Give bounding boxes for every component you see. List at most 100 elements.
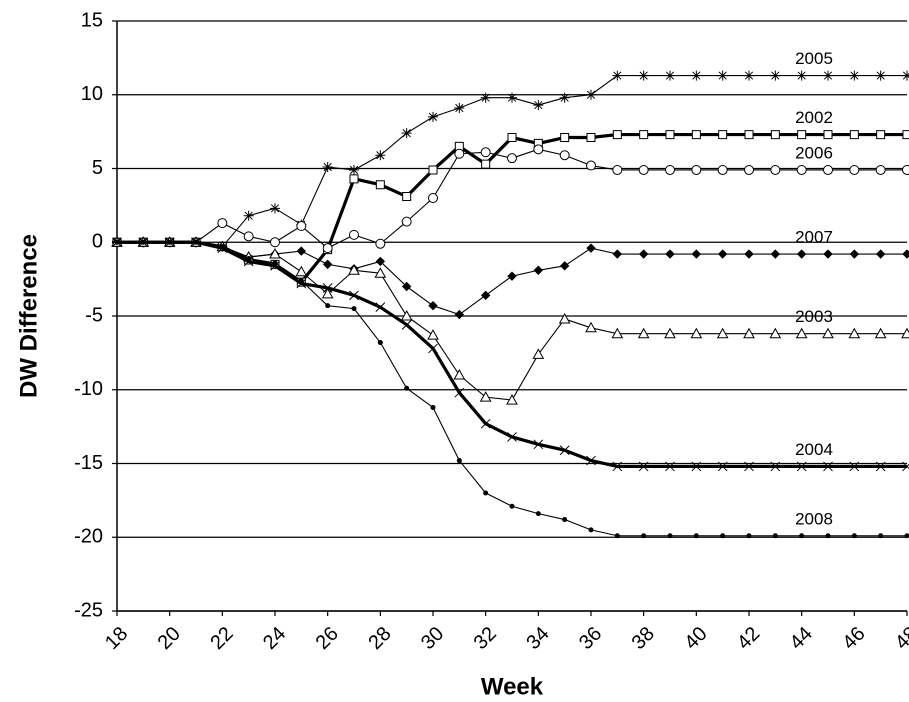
data-point	[795, 327, 808, 339]
data-point	[296, 278, 307, 289]
data-point	[717, 461, 728, 472]
data-point	[717, 249, 728, 259]
data-point	[823, 130, 833, 140]
data-point	[348, 264, 360, 275]
x-tick-label: 40	[680, 623, 711, 654]
data-point	[480, 147, 491, 158]
data-point	[612, 70, 623, 81]
x-tick-label: 18	[101, 623, 132, 654]
data-point	[558, 312, 571, 324]
data-point	[743, 164, 755, 175]
data-point	[427, 329, 439, 340]
y-tick-label: 0	[92, 231, 103, 253]
series-label: 2002	[795, 108, 833, 127]
y-tick-label: 10	[81, 83, 103, 105]
data-point	[825, 533, 831, 539]
data-point	[638, 164, 649, 175]
data-point	[401, 319, 412, 330]
data-point	[691, 249, 702, 259]
data-point	[612, 164, 623, 175]
data-point	[769, 327, 782, 339]
y-tick-label: 5	[92, 157, 103, 179]
data-point	[322, 243, 333, 254]
data-point	[875, 70, 886, 81]
data-point	[535, 511, 541, 517]
data-point	[586, 133, 596, 143]
data-point	[480, 418, 491, 429]
data-point	[665, 70, 675, 81]
y-tick-label: -15	[74, 452, 103, 474]
data-point	[796, 70, 807, 81]
series-label: 2004	[795, 440, 833, 459]
data-point	[427, 193, 439, 203]
data-point	[744, 249, 754, 259]
data-point	[375, 238, 386, 249]
data-point	[717, 164, 728, 175]
data-point	[559, 445, 570, 456]
data-point	[743, 327, 755, 339]
data-point	[454, 103, 465, 114]
data-point	[823, 249, 833, 259]
data-point	[533, 144, 544, 155]
data-point	[718, 130, 728, 140]
data-point	[849, 130, 859, 140]
x-tick-label: 22	[206, 623, 237, 654]
data-point	[559, 261, 570, 271]
data-point	[533, 439, 544, 450]
data-point	[638, 461, 649, 472]
data-point	[454, 309, 465, 320]
series-line	[117, 241, 907, 401]
data-point	[454, 148, 465, 159]
data-point	[506, 394, 518, 405]
data-point	[454, 387, 465, 398]
data-point	[849, 164, 860, 175]
data-point	[430, 404, 436, 410]
data-point	[691, 164, 702, 175]
data-point	[402, 192, 412, 202]
data-point	[849, 249, 860, 259]
data-point	[454, 141, 464, 151]
data-point	[796, 164, 807, 175]
series-label: 2003	[795, 307, 833, 326]
data-point	[533, 100, 544, 111]
data-point	[349, 164, 359, 175]
data-point	[691, 70, 702, 81]
data-point	[770, 130, 780, 140]
data-point	[217, 218, 228, 229]
x-tick-label: 44	[786, 623, 817, 654]
data-point	[456, 458, 462, 464]
data-point	[219, 244, 225, 250]
x-tick-label: 36	[575, 623, 606, 654]
x-tick-label: 48	[891, 623, 909, 654]
data-point	[848, 327, 861, 339]
data-point	[428, 300, 438, 311]
data-point	[744, 130, 754, 140]
data-point	[270, 203, 280, 214]
data-point	[322, 259, 333, 270]
data-point	[878, 533, 884, 539]
data-point	[348, 229, 360, 240]
x-tick-label: 32	[470, 623, 501, 654]
data-point	[586, 455, 596, 466]
data-point	[167, 239, 173, 245]
data-point	[612, 130, 622, 140]
data-point	[349, 290, 359, 301]
x-tick-label: 30	[417, 623, 448, 654]
data-point	[193, 239, 199, 245]
y-tick-label: -5	[85, 304, 103, 326]
series-line	[117, 241, 907, 537]
data-point	[720, 533, 726, 539]
data-point	[243, 231, 254, 242]
data-point	[325, 303, 331, 309]
data-point	[243, 210, 254, 221]
data-point	[269, 248, 281, 259]
data-point	[904, 533, 909, 539]
data-point	[114, 239, 120, 245]
data-point	[746, 533, 752, 539]
data-point	[690, 327, 703, 339]
data-point	[638, 70, 649, 81]
x-tick-label: 46	[838, 623, 869, 654]
data-point	[400, 309, 413, 321]
data-point	[298, 278, 304, 284]
